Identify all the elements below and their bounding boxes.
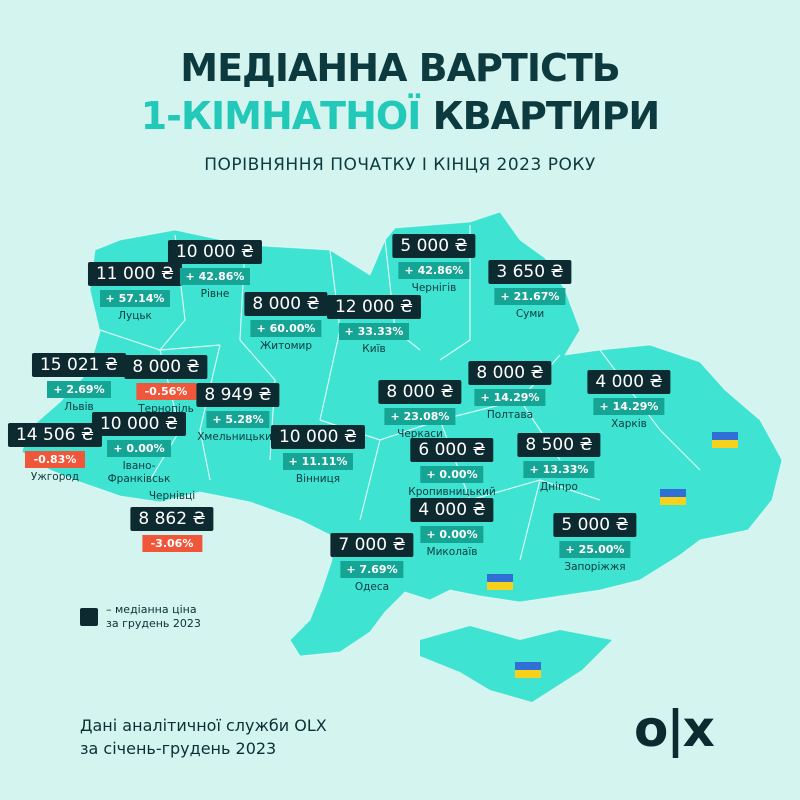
change-badge: + 5.28% [206, 411, 270, 428]
city-label: Львів [64, 401, 94, 413]
change-badge: + 57.14% [99, 290, 171, 307]
median-price: 11 000 ₴ [87, 262, 183, 286]
title-accent: 1-КІМНАТНОЇ [140, 94, 422, 138]
region-marker: 12 000 ₴ + 33.33% Київ [326, 295, 422, 356]
source-note: Дані аналітичної служби OLX за січень-гр… [80, 716, 327, 759]
median-price: 3 650 ₴ [488, 260, 572, 284]
subtitle: ПОРІВНЯННЯ ПОЧАТКУ І КІНЦЯ 2023 РОКУ [204, 155, 596, 175]
change-badge: + 23.08% [384, 408, 456, 425]
region-marker: 10 000 ₴ + 0.00% Івано- Франківськ [91, 412, 187, 486]
title-line-1: МЕДІАННА ВАРТІСТЬ [180, 46, 620, 90]
change-badge: -0.56% [135, 383, 196, 400]
median-price: 5 000 ₴ [553, 513, 637, 537]
region-marker: 14 506 ₴ -0.83% Ужгород [7, 423, 103, 484]
city-label: Рівне [200, 288, 230, 300]
ukraine-flag-icon [487, 574, 513, 590]
median-price: 4 000 ₴ [587, 370, 671, 394]
city-label: Івано- Франківськ [107, 460, 171, 486]
region-marker: 4 000 ₴ + 0.00% Миколаїв [410, 498, 494, 559]
title-rest: КВАРТИРИ [432, 94, 661, 138]
change-badge: -3.06% [141, 535, 202, 553]
change-badge: + 7.69% [340, 561, 404, 578]
change-badge: + 60.00% [250, 320, 322, 337]
region-marker: 7 000 ₴ + 7.69% Одеса [330, 533, 414, 594]
city-label: Миколаїв [426, 546, 478, 558]
median-price: 8 000 ₴ [244, 292, 328, 316]
median-price: 8 949 ₴ [196, 383, 280, 407]
change-badge: + 42.86% [398, 262, 470, 279]
city-label: Вінниця [295, 473, 341, 485]
city-label: Чернівці [148, 490, 196, 502]
median-price: 10 000 ₴ [91, 412, 187, 436]
city-label: Запоріжжя [564, 561, 626, 573]
city-label: Одеса [354, 581, 390, 593]
region-marker: 8 000 ₴ + 23.08% Черкаси [378, 380, 462, 441]
region-marker: 8 862 ₴ -3.06% Чернівці [130, 490, 214, 553]
median-price: 8 000 ₴ [378, 380, 462, 404]
city-label: Дніпро [540, 481, 578, 493]
city-label: Чернігів [411, 282, 457, 294]
change-badge: + 21.67% [494, 288, 566, 305]
median-price: 6 000 ₴ [410, 438, 494, 462]
change-badge: + 14.29% [593, 398, 665, 415]
region-marker: 8 000 ₴ -0.56% Тернопіль [124, 355, 208, 416]
legend-text: – медіанна ціна за грудень 2023 [106, 603, 201, 631]
region-marker: 10 000 ₴ + 11.11% Вінниця [270, 425, 366, 486]
median-price: 4 000 ₴ [410, 498, 494, 522]
region-marker: 3 650 ₴ + 21.67% Суми [488, 260, 572, 321]
median-price: 10 000 ₴ [270, 425, 366, 449]
city-label: Черкаси [397, 428, 443, 440]
region-marker: 8 000 ₴ + 60.00% Житомир [244, 292, 328, 353]
median-price: 12 000 ₴ [326, 295, 422, 319]
city-label: Харків [611, 418, 647, 430]
ukraine-flag-icon [712, 432, 738, 448]
change-badge: + 0.00% [107, 440, 171, 457]
city-label: Хмельницький [197, 431, 279, 443]
change-badge: + 2.69% [47, 381, 111, 398]
change-badge: + 0.00% [420, 466, 484, 483]
median-price: 10 000 ₴ [167, 240, 263, 264]
region-marker: 8 000 ₴ + 14.29% Полтава [468, 361, 552, 422]
change-badge: + 25.00% [559, 541, 631, 558]
city-label: Суми [515, 308, 545, 320]
region-marker: 4 000 ₴ + 14.29% Харків [587, 370, 671, 431]
city-label: Луцьк [118, 310, 152, 322]
change-badge: + 13.33% [523, 461, 595, 478]
city-label: Полтава [486, 409, 534, 421]
city-label: Київ [362, 343, 386, 355]
median-price: 8 862 ₴ [130, 507, 214, 532]
median-price: 8 000 ₴ [468, 361, 552, 385]
median-price: 8 000 ₴ [124, 355, 208, 379]
change-badge: -0.83% [24, 451, 85, 468]
change-badge: + 0.00% [420, 526, 484, 543]
change-badge: + 42.86% [179, 268, 251, 285]
change-badge: + 11.11% [282, 453, 354, 470]
ukraine-flag-icon [660, 489, 686, 505]
legend-swatch [80, 608, 98, 626]
region-marker: 5 000 ₴ + 25.00% Запоріжжя [553, 513, 637, 574]
median-price: 14 506 ₴ [7, 423, 103, 447]
change-badge: + 33.33% [338, 323, 410, 340]
ukraine-flag-icon [515, 662, 541, 678]
region-marker: 15 021 ₴ + 2.69% Львів [31, 353, 127, 414]
region-marker: 6 000 ₴ + 0.00% Кропивницький [408, 438, 496, 499]
region-marker: 8 949 ₴ + 5.28% Хмельницький [196, 383, 280, 444]
median-price: 8 500 ₴ [517, 433, 601, 457]
median-price: 5 000 ₴ [392, 234, 476, 258]
change-badge: + 14.29% [474, 389, 546, 406]
olx-logo: o|x [634, 700, 715, 758]
title-line-2: 1-КІМНАТНОЇ КВАРТИРИ [0, 94, 800, 138]
city-label: Ужгород [30, 471, 80, 483]
region-marker: 8 500 ₴ + 13.33% Дніпро [517, 433, 601, 494]
region-marker: 5 000 ₴ + 42.86% Чернігів [392, 234, 476, 295]
region-marker: 11 000 ₴ + 57.14% Луцьк [87, 262, 183, 323]
region-marker: 10 000 ₴ + 42.86% Рівне [167, 240, 263, 301]
city-label: Кропивницький [408, 486, 496, 498]
median-price: 7 000 ₴ [330, 533, 414, 557]
median-price: 15 021 ₴ [31, 353, 127, 377]
city-label: Житомир [259, 340, 313, 352]
